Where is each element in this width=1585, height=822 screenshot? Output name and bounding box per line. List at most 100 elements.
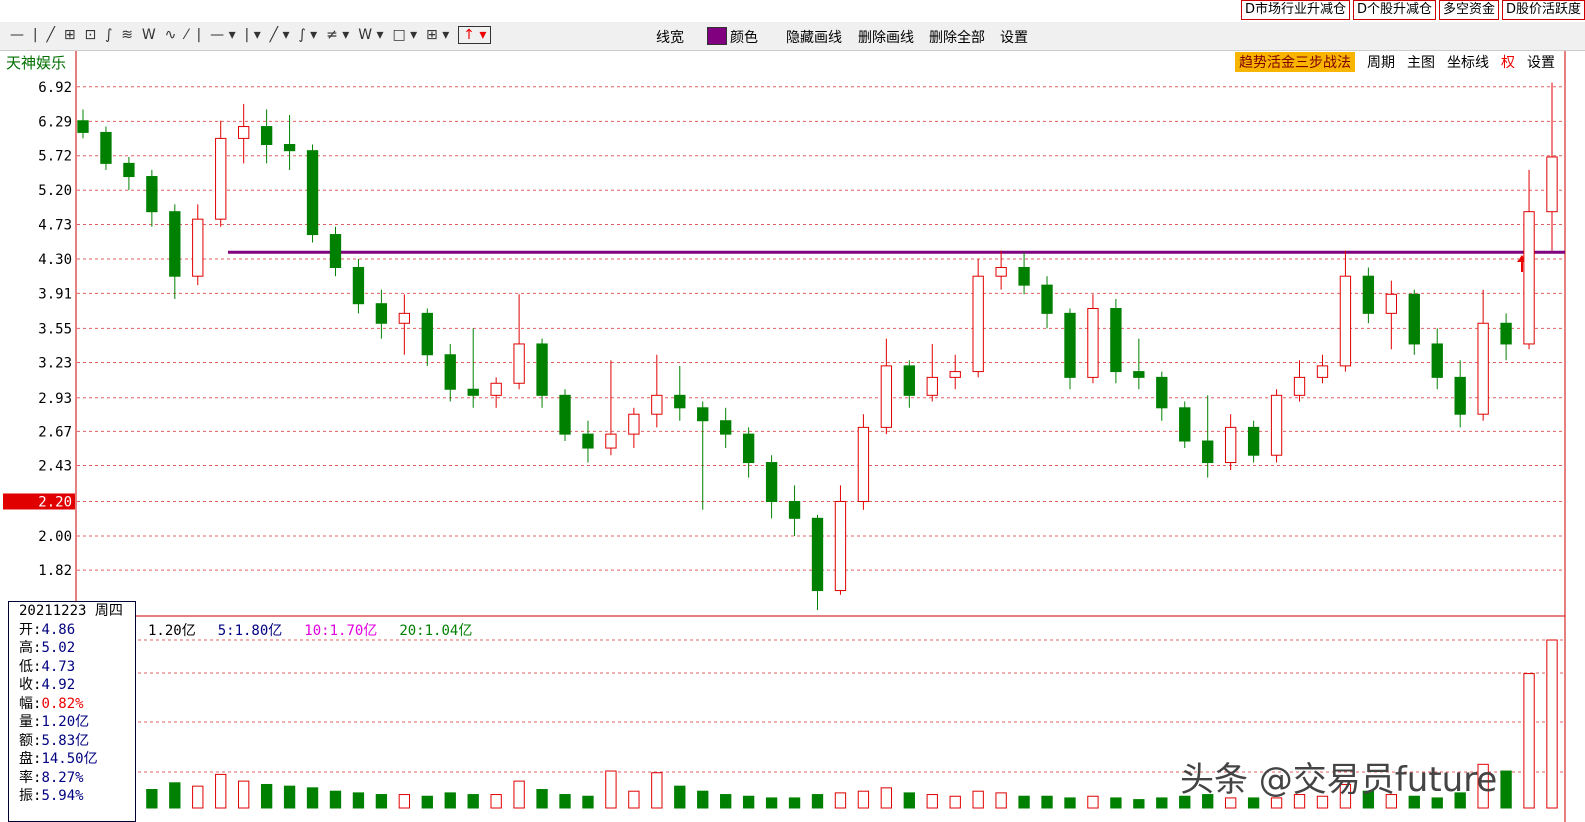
candle-body [513,343,525,384]
candle-body [788,500,801,519]
candle-body [444,354,456,390]
volume-bar [720,794,732,809]
draw-tools[interactable]: — | ╱ ⊞ ⊡ ∫ ≋ W ∿ ⁄ | — ▾ | ▾ ╱ ▾ ∫ ▾ ≠ … [10,26,492,44]
volume-bar [1156,797,1168,809]
volume-bar [559,794,571,809]
candle-body [1454,376,1466,415]
tool-button[interactable]: 设置 [1527,55,1555,71]
candle-body [398,312,411,324]
toolbar-button[interactable]: 删除画线 [858,30,914,46]
candle-body [1087,307,1099,378]
candle-body [651,394,663,415]
candle-body [77,120,89,133]
toolbar-button[interactable]: 删除全部 [929,30,985,46]
volume-grid [138,639,1565,773]
volume-bar [742,795,755,809]
volume-bar [1316,795,1329,809]
toolbar-button[interactable]: 设置 [1000,30,1028,46]
volume-legend-item: 10:1.70亿 [304,623,378,639]
volume-legend-item: 1.20亿 [148,623,196,639]
volume-bar [1293,794,1306,809]
tick-highlight [3,493,75,510]
chart-tools: 趋势活金三步战法 周期 主图 坐标线权设置 [1235,52,1555,72]
volume-bar [1110,797,1122,809]
info-row: 率:8.27% [19,769,135,788]
info-label: 低: [19,658,42,675]
candle-body [1041,284,1053,314]
candle-body [1018,266,1030,286]
y-tick-label: 2.43 [38,458,72,474]
candle-body [467,388,479,396]
volume-bar [1408,795,1420,809]
tab[interactable]: D个股升减仓 [1352,0,1436,20]
info-value: 5.83亿 [41,732,90,749]
volume-bar [811,794,824,809]
candle-body [628,413,640,435]
tool-button[interactable]: 趋势活金三步战法 [1235,52,1355,72]
tab-bar: D市场行业升减仓 D个股升减仓 多空资金 D股价活跃度 [1240,0,1585,20]
volume-bar [1339,783,1352,809]
tab[interactable]: D市场行业升减仓 [1240,0,1350,20]
candle-body [559,394,571,435]
volume-bar [628,790,640,809]
candle-body [765,462,778,502]
info-label: 率: [19,769,42,786]
info-row: 振:5.94% [19,787,135,806]
volume-bar [834,792,847,809]
y-tick-label: 3.91 [38,286,72,302]
y-tick-label: 5.72 [38,149,72,165]
tab[interactable]: D股价活跃度 [1501,0,1585,20]
candle-body [375,303,388,324]
info-row: 高:5.02 [19,639,135,658]
candle-body [1293,376,1306,396]
volume-bar [857,790,870,809]
info-label: 振: [19,788,42,804]
y-tick-label: 2.93 [38,391,72,407]
tool-button[interactable]: 权 [1501,55,1515,71]
volume-bar [260,783,273,809]
y-tick-label: 2.67 [38,424,72,440]
candle-body [1202,440,1214,464]
volume-bar [1385,794,1397,809]
volume-bar [352,792,365,809]
candle-body [1339,275,1352,367]
candle-body [926,376,938,396]
tab[interactable]: 多空资金 [1438,0,1499,20]
info-value: 5.02 [41,640,76,656]
candle-body [260,126,273,145]
candle-body [306,150,319,236]
toolbar-button[interactable]: 颜色 [730,30,758,46]
tool-button[interactable]: 主图 [1407,55,1435,71]
candle-body [1224,426,1237,464]
color-swatch[interactable] [707,27,727,45]
info-row: 开:4.86 [19,621,135,640]
y-tick-label: 1.82 [38,563,72,579]
candle-body [1477,322,1489,415]
volume-bar [674,785,686,809]
candle-body [1110,307,1122,373]
volume-bar [880,787,893,809]
tool-button[interactable]: 坐标线 [1447,55,1489,71]
toolbar-button[interactable]: 隐藏画线 [786,30,842,46]
volume-bar [306,787,319,809]
info-label: 高: [19,640,42,656]
volume-bar [949,795,961,809]
volume-bar [1362,790,1375,809]
toolbar-button[interactable]: 线宽 [656,30,684,46]
info-label: 幅: [19,695,42,712]
y-tick-label: 4.30 [38,252,72,268]
info-label: 额: [19,732,42,749]
y-tick-label: 3.23 [38,356,72,372]
candle-body [1408,293,1420,345]
volume-bar [1270,797,1283,809]
candle-body [329,234,342,268]
tool-button[interactable]: 周期 [1367,55,1395,71]
volume-bar [972,790,984,809]
volume-bar [1018,795,1030,809]
candle-body [100,131,112,164]
candle-body [1431,343,1443,378]
volume-bar [238,780,250,809]
volume-bar [582,795,594,809]
volume-bar [926,794,938,809]
candle-body [1133,371,1145,378]
